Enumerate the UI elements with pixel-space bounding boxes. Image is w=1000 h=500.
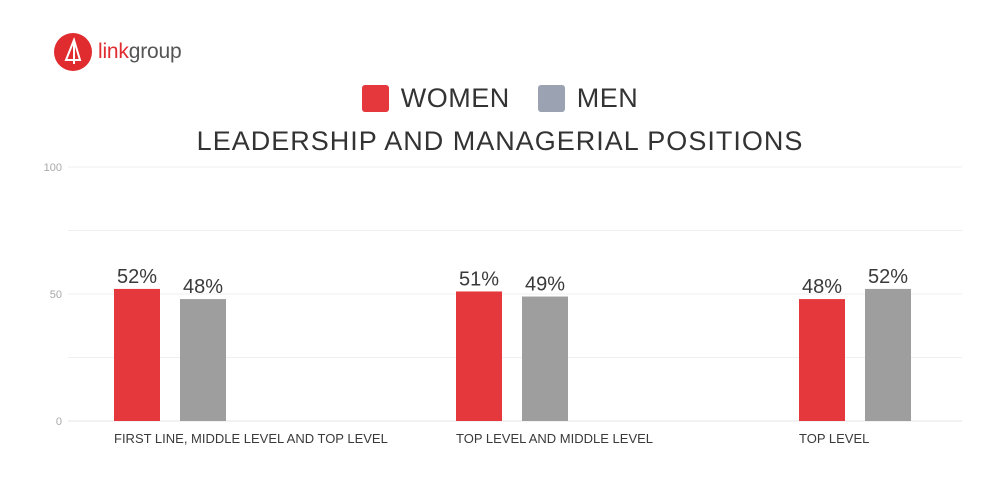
data-label: 51% <box>459 268 499 290</box>
legend-label-men: MEN <box>576 82 639 113</box>
legend-label-women: WOMEN <box>400 82 510 113</box>
bar-women <box>456 291 502 421</box>
brand-name-part1: link <box>98 40 129 63</box>
x-category-label: TOP LEVEL <box>799 431 869 446</box>
bar-women <box>114 288 160 421</box>
data-label: 52% <box>117 266 157 288</box>
legend-item-women: WOMEN <box>361 82 510 114</box>
data-label: 49% <box>525 274 565 296</box>
bar-men <box>522 296 568 421</box>
x-category-label: FIRST LINE, MIDDLE LEVEL AND TOP LEVEL <box>114 431 388 446</box>
legend-swatch-women <box>361 84 389 112</box>
legend-swatch-men <box>537 84 565 112</box>
y-tick-label: 100 <box>44 162 62 174</box>
data-label: 48% <box>802 276 842 298</box>
legend-item-men: MEN <box>537 82 639 114</box>
chart-title: LEADERSHIP AND MANAGERIAL POSITIONS <box>196 126 804 156</box>
brand-name: linkgroup <box>98 40 182 64</box>
bar-men <box>865 288 911 421</box>
y-tick-label: 0 <box>56 416 62 428</box>
brand-logo: linkgroup <box>54 32 182 72</box>
x-category-label: TOP LEVEL AND MIDDLE LEVEL <box>456 431 653 446</box>
chart-legend: WOMEN MEN <box>0 80 1000 116</box>
bar-women <box>799 299 845 421</box>
y-tick-label: 50 <box>50 289 62 301</box>
brand-name-part2: group <box>128 40 182 63</box>
data-label: 48% <box>183 276 223 298</box>
sail-logo-icon <box>54 33 92 71</box>
data-label: 52% <box>868 266 908 288</box>
bar-men <box>180 299 226 421</box>
